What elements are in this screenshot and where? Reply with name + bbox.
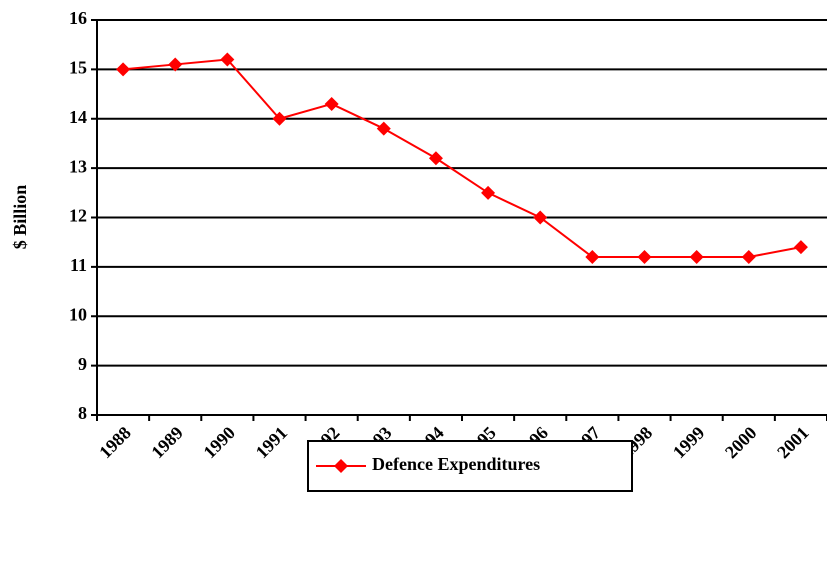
marker	[116, 62, 131, 77]
marker	[220, 52, 235, 67]
marker	[741, 250, 756, 264]
x-tick-label: 1990	[200, 423, 240, 463]
y-tick-label: 10	[69, 304, 87, 324]
y-tick-label: 12	[69, 206, 87, 226]
marker	[689, 250, 704, 264]
marker	[533, 210, 548, 225]
marker	[376, 121, 391, 136]
y-axis-label: $ Billion	[10, 185, 30, 250]
x-tick-label: 1999	[669, 423, 709, 463]
marker	[637, 250, 652, 264]
x-tick-label: 2000	[721, 423, 761, 463]
y-tick-label: 16	[69, 8, 87, 28]
legend-label: Defence Expenditures	[372, 454, 540, 474]
marker	[481, 185, 496, 200]
y-tick-label: 8	[78, 403, 87, 423]
marker	[168, 57, 183, 72]
y-tick-label: 11	[70, 255, 87, 275]
y-tick-label: 9	[78, 354, 87, 374]
y-tick-label: 15	[69, 58, 87, 78]
marker	[324, 96, 339, 111]
y-tick-label: 14	[69, 107, 87, 127]
legend-marker	[334, 459, 348, 473]
marker	[793, 240, 808, 255]
x-tick-label: 1991	[252, 423, 292, 463]
marker	[585, 250, 600, 264]
y-tick-label: 13	[69, 156, 87, 176]
x-tick-label: 1989	[147, 423, 187, 463]
marker	[272, 111, 287, 126]
x-tick-label: 1988	[95, 423, 135, 463]
x-tick-label: 2001	[773, 423, 813, 463]
marker	[428, 151, 443, 166]
line	[122, 58, 802, 258]
